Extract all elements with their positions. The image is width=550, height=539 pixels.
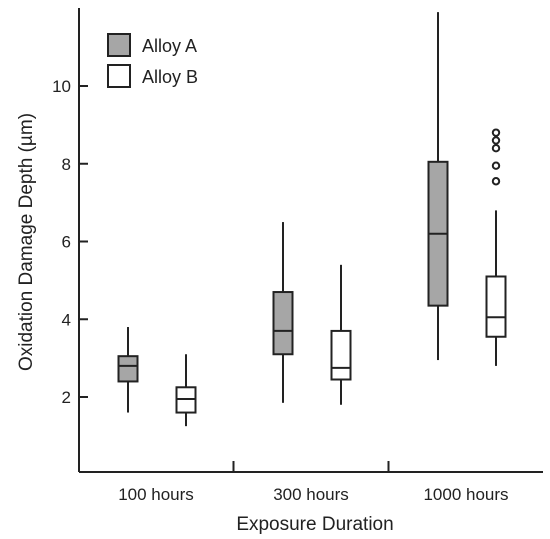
iqr-box xyxy=(485,275,507,338)
iqr-box xyxy=(117,355,139,383)
x-tick-label: 300 hours xyxy=(273,485,349,504)
box-alloy-a-3 xyxy=(427,12,449,361)
boxes xyxy=(117,12,507,427)
x-axis-title: Exposure Duration xyxy=(236,514,393,535)
y-axis-ticks: 2 4 6 8 10 xyxy=(52,77,88,407)
y-tick-label: 10 xyxy=(52,77,71,96)
iqr-box xyxy=(330,329,352,381)
box-alloy-a-1 xyxy=(117,327,139,413)
iqr-box xyxy=(272,291,294,356)
y-tick-label: 6 xyxy=(62,233,71,252)
x-tick-label: 100 hours xyxy=(118,485,194,504)
y-tick-label: 2 xyxy=(62,388,71,407)
outlier-point xyxy=(491,177,501,186)
legend-label: Alloy A xyxy=(142,36,197,56)
x-axis-ticks: 100 hours 300 hours 1000 hours xyxy=(118,461,509,504)
x-tick-label: 1000 hours xyxy=(423,485,508,504)
legend: Alloy A Alloy B xyxy=(107,33,198,88)
box-alloy-a-2 xyxy=(272,222,294,403)
outlier-point xyxy=(491,128,501,137)
legend-label: Alloy B xyxy=(142,67,198,87)
box-alloy-b-1 xyxy=(175,354,197,427)
box-alloy-b-3 xyxy=(485,128,507,366)
outlier-point xyxy=(491,144,501,153)
outlier-point xyxy=(491,136,501,145)
box-alloy-b-2 xyxy=(330,264,352,405)
y-tick-label: 8 xyxy=(62,155,71,174)
legend-swatch xyxy=(107,64,131,88)
legend-swatch xyxy=(107,33,131,57)
y-axis-title: Oxidation Damage Depth (µm) xyxy=(16,113,37,371)
y-tick-label: 4 xyxy=(62,310,71,329)
outlier-point xyxy=(491,161,501,170)
